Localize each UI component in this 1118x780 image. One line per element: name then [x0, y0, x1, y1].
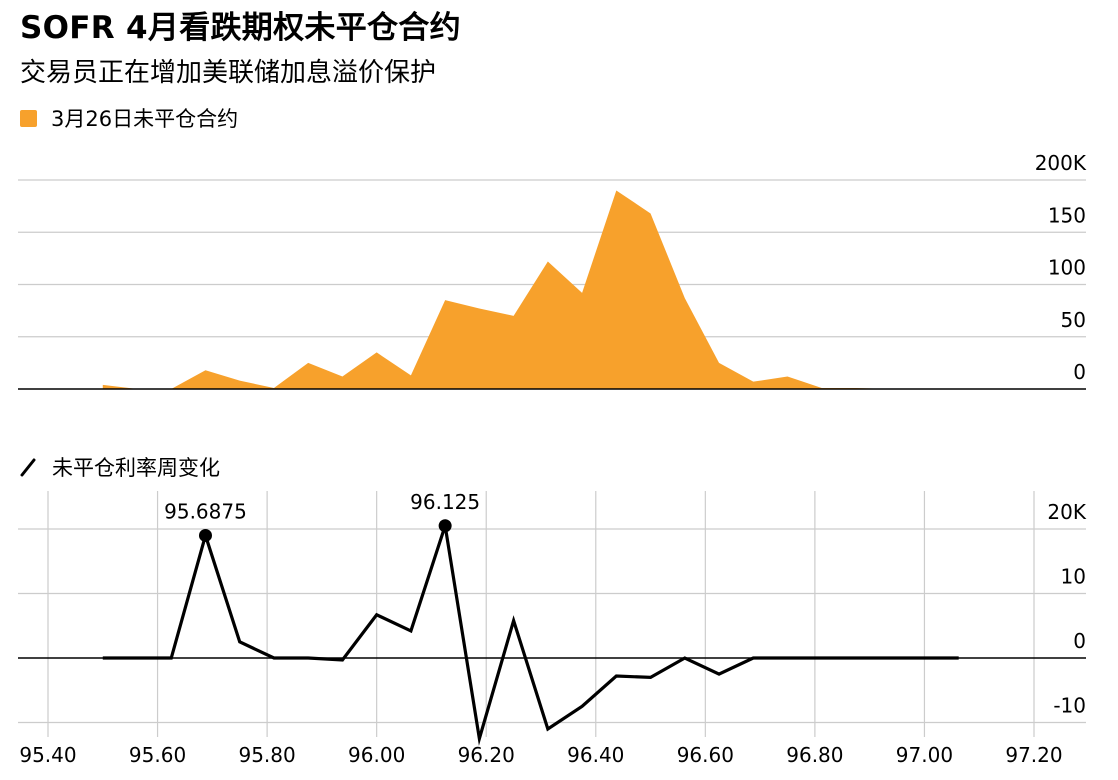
top-y-tick-label: 50	[1061, 308, 1086, 332]
x-tick-label: 95.80	[238, 743, 295, 767]
top-y-tick-label: 0	[1073, 360, 1086, 384]
x-tick-label: 96.80	[786, 743, 843, 767]
top-y-tick-label: 150	[1048, 203, 1086, 227]
bottom-y-tick-label: 10	[1061, 565, 1086, 589]
x-tick-label: 95.40	[19, 743, 76, 767]
x-tick-label: 95.60	[129, 743, 186, 767]
legend-line-icon	[20, 458, 36, 477]
x-tick-label: 96.00	[348, 743, 405, 767]
top-y-tick-label: 200K	[1035, 151, 1087, 175]
chart-subtitle: 交易员正在增加美联储加息溢价保护	[20, 58, 437, 88]
legend-label-line: 未平仓利率周变化	[52, 456, 220, 480]
bottom-y-tick-label: 20K	[1047, 500, 1086, 524]
top-y-tick-label: 100	[1048, 256, 1086, 280]
bottom-y-tick-label: 0	[1073, 629, 1086, 653]
bottom-y-tick-label: -10	[1053, 694, 1086, 718]
area-series-open-interest	[102, 190, 1062, 389]
x-tick-label: 97.20	[1005, 743, 1062, 767]
legend-label-area: 3月26日未平仓合约	[51, 107, 239, 131]
x-tick-label: 96.60	[677, 743, 734, 767]
annotation-marker	[438, 519, 452, 533]
chart-title: SOFR 4月看跌期权未平仓合约	[20, 10, 461, 46]
line-series-weekly-change	[102, 518, 959, 746]
annotation-marker	[198, 528, 212, 542]
legend-line: 未平仓利率周变化	[20, 452, 220, 482]
x-tick-label: 96.20	[458, 743, 515, 767]
legend-area: 3月26日未平仓合约	[20, 103, 238, 133]
x-tick-label: 97.00	[896, 743, 953, 767]
annotation-label: 96.125	[410, 490, 480, 514]
x-tick-label: 96.40	[567, 743, 624, 767]
legend-swatch-area	[20, 109, 37, 127]
annotation-label: 95.6875	[164, 499, 247, 523]
